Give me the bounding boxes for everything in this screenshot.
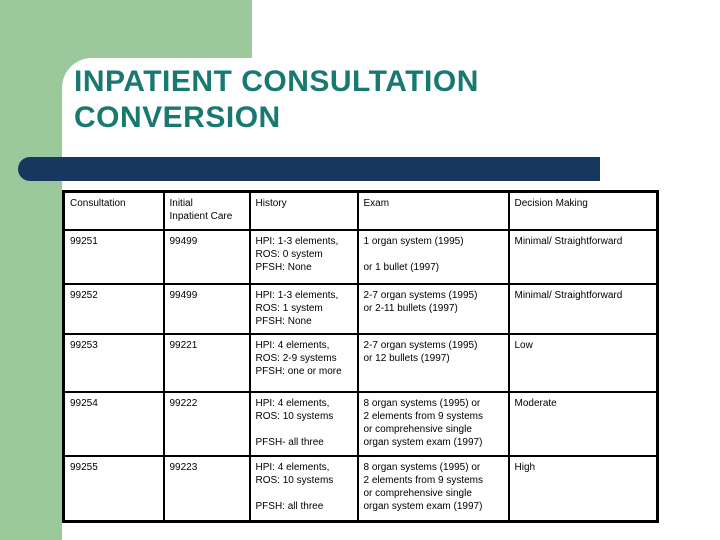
consultation-conversion-table: Consultation Initial Inpatient Care Hist…: [62, 190, 659, 523]
cell-consultation: 99252: [62, 282, 165, 335]
cell-history: HPI: 4 elements, ROS: 2-9 systems PFSH: …: [248, 332, 359, 393]
column-header-decision-making: Decision Making: [507, 190, 659, 231]
table-row: 99254 99222 HPI: 4 elements, ROS: 10 sys…: [62, 390, 659, 457]
column-header-exam: Exam: [356, 190, 510, 231]
slide-title: INPATIENT CONSULTATION CONVERSION: [74, 65, 479, 134]
cell-exam: 1 organ system (1995) or 1 bullet (1997): [356, 228, 510, 285]
table-row: 99253 99221 HPI: 4 elements, ROS: 2-9 sy…: [62, 332, 659, 393]
cell-initial-inpatient-care: 99499: [162, 228, 251, 285]
column-header-initial-inpatient-care: Initial Inpatient Care: [162, 190, 251, 231]
cell-consultation: 99254: [62, 390, 165, 457]
cell-initial-inpatient-care: 99499: [162, 282, 251, 335]
table-row: 99255 99223 HPI: 4 elements, ROS: 10 sys…: [62, 454, 659, 523]
cell-exam: 8 organ systems (1995) or 2 elements fro…: [356, 390, 510, 457]
cell-decision-making: Minimal/ Straightforward: [507, 228, 659, 285]
cell-history: HPI: 1-3 elements, ROS: 0 system PFSH: N…: [248, 228, 359, 285]
column-header-consultation: Consultation: [62, 190, 165, 231]
cell-decision-making: Minimal/ Straightforward: [507, 282, 659, 335]
cell-exam: 2-7 organ systems (1995) or 12 bullets (…: [356, 332, 510, 393]
table-header-row: Consultation Initial Inpatient Care Hist…: [62, 190, 659, 231]
cell-decision-making: High: [507, 454, 659, 523]
cell-decision-making: Moderate: [507, 390, 659, 457]
cell-history: HPI: 4 elements, ROS: 10 systems PFSH- a…: [248, 390, 359, 457]
cell-initial-inpatient-care: 99222: [162, 390, 251, 457]
cell-exam: 8 organ systems (1995) or 2 elements fro…: [356, 454, 510, 523]
cell-initial-inpatient-care: 99223: [162, 454, 251, 523]
column-header-history: History: [248, 190, 359, 231]
cell-history: HPI: 4 elements, ROS: 10 systems PFSH: a…: [248, 454, 359, 523]
cell-consultation: 99253: [62, 332, 165, 393]
navy-accent-bar: [18, 157, 600, 181]
cell-decision-making: Low: [507, 332, 659, 393]
cell-consultation: 99251: [62, 228, 165, 285]
cell-exam: 2-7 organ systems (1995) or 2-11 bullets…: [356, 282, 510, 335]
cell-initial-inpatient-care: 99221: [162, 332, 251, 393]
table-row: 99252 99499 HPI: 1-3 elements, ROS: 1 sy…: [62, 282, 659, 335]
cell-history: HPI: 1-3 elements, ROS: 1 system PFSH: N…: [248, 282, 359, 335]
cell-consultation: 99255: [62, 454, 165, 523]
table-row: 99251 99499 HPI: 1-3 elements, ROS: 0 sy…: [62, 228, 659, 285]
